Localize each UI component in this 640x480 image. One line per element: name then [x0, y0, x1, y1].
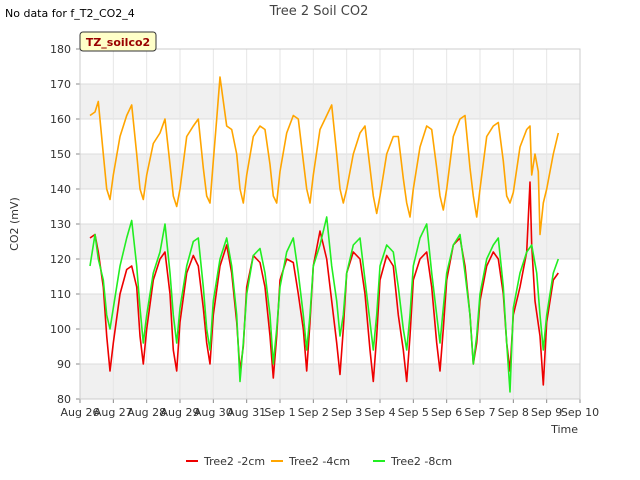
- chart-title: Tree 2 Soil CO2: [269, 4, 369, 19]
- x-tick-label: Sep 2: [298, 406, 329, 419]
- badge-box: [79, 31, 157, 52]
- legend-label-1: Tree2 -2cm: [203, 455, 265, 468]
- x-tick-label: Aug 26: [61, 406, 100, 419]
- y-tick-label: 150: [50, 148, 71, 161]
- badge: TZ_soilco2: [79, 31, 157, 52]
- series-line-2: [89, 76, 560, 236]
- x-tick-label: Sep 6: [431, 406, 462, 419]
- y-tick-label: 120: [50, 253, 71, 266]
- y-tick-label: 90: [57, 358, 71, 371]
- x-tick-label: Sep 5: [398, 406, 429, 419]
- y-tick-label: 140: [50, 183, 71, 196]
- x-tick-label: Aug 30: [194, 406, 233, 419]
- y-tick-label: 130: [50, 218, 71, 231]
- x-tick-label: Sep 10: [561, 406, 599, 419]
- x-tick-label: Aug 29: [161, 406, 200, 419]
- y-tick-label: 180: [50, 43, 71, 56]
- plot-frame: [79, 48, 581, 400]
- series-lines: [89, 76, 560, 393]
- legend-label-3: Tree2 -8cm: [390, 455, 452, 468]
- x-tick-label: Aug 27: [94, 406, 133, 419]
- no-data-note: No data for f_T2_CO2_4: [5, 7, 135, 20]
- plot-band: [80, 84, 580, 119]
- y-tick-label: 160: [50, 113, 71, 126]
- x-tick-label: Sep 7: [464, 406, 495, 419]
- x-tick-label: Sep 3: [331, 406, 362, 419]
- y-tick-label: 110: [50, 288, 71, 301]
- series-line-3: [89, 216, 560, 393]
- x-tick-label: Sep 8: [498, 406, 529, 419]
- y-axis-label: CO2 (mV): [8, 197, 21, 251]
- x-axis-label: Time: [550, 423, 578, 436]
- x-tick-label: Aug 31: [227, 406, 266, 419]
- badge-label: TZ_soilco2: [86, 36, 150, 49]
- legend-label-2: Tree2 -4cm: [288, 455, 350, 468]
- y-tick-label: 80: [57, 393, 71, 406]
- y-tick-label: 170: [50, 78, 71, 91]
- legend: Tree2 -2cm Tree2 -4cm Tree2 -8cm: [186, 455, 452, 468]
- y-tick-label: 100: [50, 323, 71, 336]
- x-tick-label: Sep 1: [264, 406, 295, 419]
- plot-band: [80, 154, 580, 189]
- x-tick-label: Sep 9: [531, 406, 562, 419]
- plot-band: [80, 364, 580, 399]
- plot-band: [80, 294, 580, 329]
- series-line-1: [89, 181, 559, 386]
- x-tick-label: Sep 4: [364, 406, 395, 419]
- x-tick-label: Aug 28: [127, 406, 166, 419]
